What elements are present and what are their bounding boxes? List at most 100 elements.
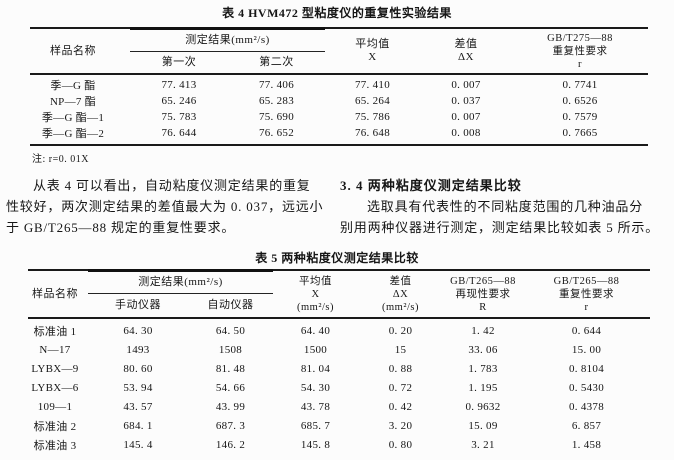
cell-manual: 80. 60	[123, 362, 153, 375]
cell-reproducibility: 3. 21	[471, 438, 495, 451]
table5-header-repeatability-line2: 重复性要求	[559, 288, 614, 300]
table5-header-sample: 样品名称	[32, 287, 78, 300]
cell-average: 43. 78	[300, 400, 331, 413]
table5-header-reproducibility: GB/T265—88 再现性要求 R	[443, 275, 523, 314]
cell-repeatability: 0. 644	[571, 324, 602, 337]
table4-header-difference: 差值 ΔX	[420, 38, 512, 64]
table4-header-sample: 样品名称	[50, 44, 96, 57]
table4-header-standard-line2: 重复性要求	[552, 45, 608, 57]
cell-repeatability: 0. 8104	[568, 362, 605, 375]
cell-manual: 53. 94	[123, 381, 153, 394]
table5-row: N—17 1493 1508 1500 15 33. 06 15. 00	[28, 340, 650, 359]
table4-header-results-group: 测定结果(mm²/s)	[130, 29, 325, 52]
paragraph-line: 于 GB/T265—88 规定的重复性要求。	[6, 220, 236, 235]
table4-body: 季—G 酯 77. 413 77. 406 77. 410 0. 007 0. …	[30, 75, 648, 146]
table5-header-automatic: 自动仪器	[207, 299, 254, 311]
paragraph-line: 别用两种仪器进行测定，测定结果比较如表 5 所示。	[340, 220, 660, 235]
cell-difference: 15	[394, 343, 407, 356]
cell-average: 64. 40	[300, 324, 331, 337]
cell-reproducibility: 1. 195	[468, 381, 498, 394]
table4-title: 表 4 HVM472 型粘度仪的重复性实验结果	[222, 6, 452, 20]
cell-sample: LYBX—9	[31, 362, 79, 375]
cell-manual: 1493	[126, 343, 150, 356]
table5-header-difference-line3: (mm²/s)	[382, 301, 419, 313]
table5-header-average-line1: 平均值	[299, 275, 332, 287]
table4-row: 季—G 酯—1 75. 783 75. 690 75. 786 0. 007 0…	[30, 109, 648, 125]
table4-header-standard-line3: r	[578, 58, 582, 70]
cell-repeatability: 0. 7665	[562, 127, 598, 139]
section-heading: 3. 4 两种粘度仪测定结果比较	[340, 178, 522, 193]
cell-difference: 0. 007	[451, 79, 481, 91]
cell-sample: 标准油 2	[33, 420, 77, 433]
table4-header-run2: 第二次	[259, 56, 294, 68]
cell-sample: 标准油 1	[33, 325, 77, 338]
cell-run2: 77. 406	[258, 79, 295, 91]
table5-row: 标准油 2 684. 1 687. 3 685. 7 3. 20 15. 09 …	[28, 416, 650, 435]
table5-header-difference: 差值 ΔX (mm²/s)	[358, 275, 443, 314]
cell-repeatability: 0. 5430	[568, 381, 605, 394]
cell-sample: 标准油 3	[33, 439, 77, 452]
cell-average: 54. 30	[300, 381, 331, 394]
cell-run1: 77. 413	[161, 79, 197, 91]
cell-average: 1500	[303, 343, 328, 356]
cell-automatic: 81. 48	[215, 362, 246, 375]
cell-repeatability: 0. 7741	[562, 79, 598, 91]
cell-difference: 0. 72	[388, 381, 413, 394]
cell-difference: 0. 42	[388, 400, 413, 413]
table4-row: NP—7 酯 65. 246 65. 283 65. 264 0. 037 0.…	[30, 93, 648, 109]
cell-average: 145. 8	[300, 438, 331, 451]
table5-row: 标准油 1 64. 30 64. 50 64. 40 0. 20 1. 42 0…	[28, 321, 650, 340]
table4-row: 季—G 酯 77. 413 77. 406 77. 410 0. 007 0. …	[30, 77, 648, 93]
table4-header-run1: 第一次	[161, 56, 197, 68]
table5-row: 标准油 3 145. 4 146. 2 145. 8 0. 80 3. 21 1…	[28, 435, 650, 454]
cell-difference: 0. 007	[451, 111, 481, 123]
cell-automatic: 43. 99	[215, 400, 246, 413]
paragraph-line: 从表 4 可以看出，自动粘度仪测定结果的重复	[33, 178, 311, 193]
table5-header-average-line3: (mm²/s)	[297, 301, 334, 313]
cell-difference: 3. 20	[388, 419, 413, 432]
paragraph-line: 性较好，两次测定结果的差值最大为 0. 037，远远小	[6, 199, 324, 214]
table4-header-average-line1: 平均值	[355, 38, 390, 50]
cell-sample: N—17	[39, 343, 71, 356]
table5-row: 109—1 43. 57 43. 99 43. 78 0. 42 0. 9632…	[28, 397, 650, 416]
table4-footnote: 注: r=0. 01X	[32, 154, 89, 165]
table5-header: 样品名称 测定结果(mm²/s) 手动仪器 自动仪器 平均值 X (mm²/s)…	[28, 271, 650, 319]
cell-difference: 0. 88	[388, 362, 413, 375]
cell-run2: 75. 690	[258, 111, 295, 123]
table4: 样品名称 测定结果(mm²/s) 第一次 第二次 平均值 X 差值 ΔX GB/…	[30, 27, 648, 146]
cell-average: 685. 7	[300, 419, 331, 432]
table5-header-reproducibility-line1: GB/T265—88	[450, 275, 516, 287]
cell-repeatability: 0. 6526	[562, 95, 598, 107]
cell-automatic: 1508	[218, 343, 243, 356]
table5-body: 标准油 1 64. 30 64. 50 64. 40 0. 20 1. 42 0…	[28, 319, 650, 454]
table5-header-average: 平均值 X (mm²/s)	[273, 275, 358, 314]
cell-difference: 0. 80	[388, 438, 413, 451]
cell-reproducibility: 0. 9632	[465, 400, 501, 413]
cell-automatic: 54. 66	[215, 381, 246, 394]
cell-repeatability: 6. 857	[571, 419, 602, 432]
cell-average: 65. 264	[354, 95, 391, 107]
cell-difference: 0. 008	[451, 127, 481, 139]
cell-manual: 684. 1	[123, 419, 153, 432]
table5-header-difference-line2: ΔX	[392, 288, 409, 300]
cell-manual: 64. 30	[123, 324, 153, 337]
cell-average: 77. 410	[354, 79, 391, 91]
cell-difference: 0. 037	[451, 95, 481, 107]
cell-difference: 0. 20	[388, 324, 413, 337]
cell-manual: 43. 57	[123, 400, 153, 413]
table5-header-repeatability-line3: r	[584, 301, 589, 313]
table4-header-standard: GB/T275—88 重复性要求 r	[512, 32, 648, 71]
table5-header-manual: 手动仪器	[115, 299, 161, 311]
table5-header-average-line2: X	[311, 288, 320, 300]
text-column-left: 从表 4 可以看出，自动粘度仪测定结果的重复 性较好，两次测定结果的差值最大为 …	[6, 175, 338, 238]
table5-header-repeatability-line1: GB/T265—88	[553, 275, 620, 287]
cell-repeatability: 15. 00	[571, 343, 602, 356]
cell-run1: 65. 246	[161, 95, 197, 107]
cell-repeatability: 0. 7579	[562, 111, 598, 123]
cell-run2: 65. 283	[258, 95, 295, 107]
table5-header-repeatability: GB/T265—88 重复性要求 r	[523, 275, 650, 314]
cell-repeatability: 1. 458	[571, 438, 602, 451]
cell-reproducibility: 1. 783	[468, 362, 498, 375]
cell-reproducibility: 33. 06	[468, 343, 498, 356]
